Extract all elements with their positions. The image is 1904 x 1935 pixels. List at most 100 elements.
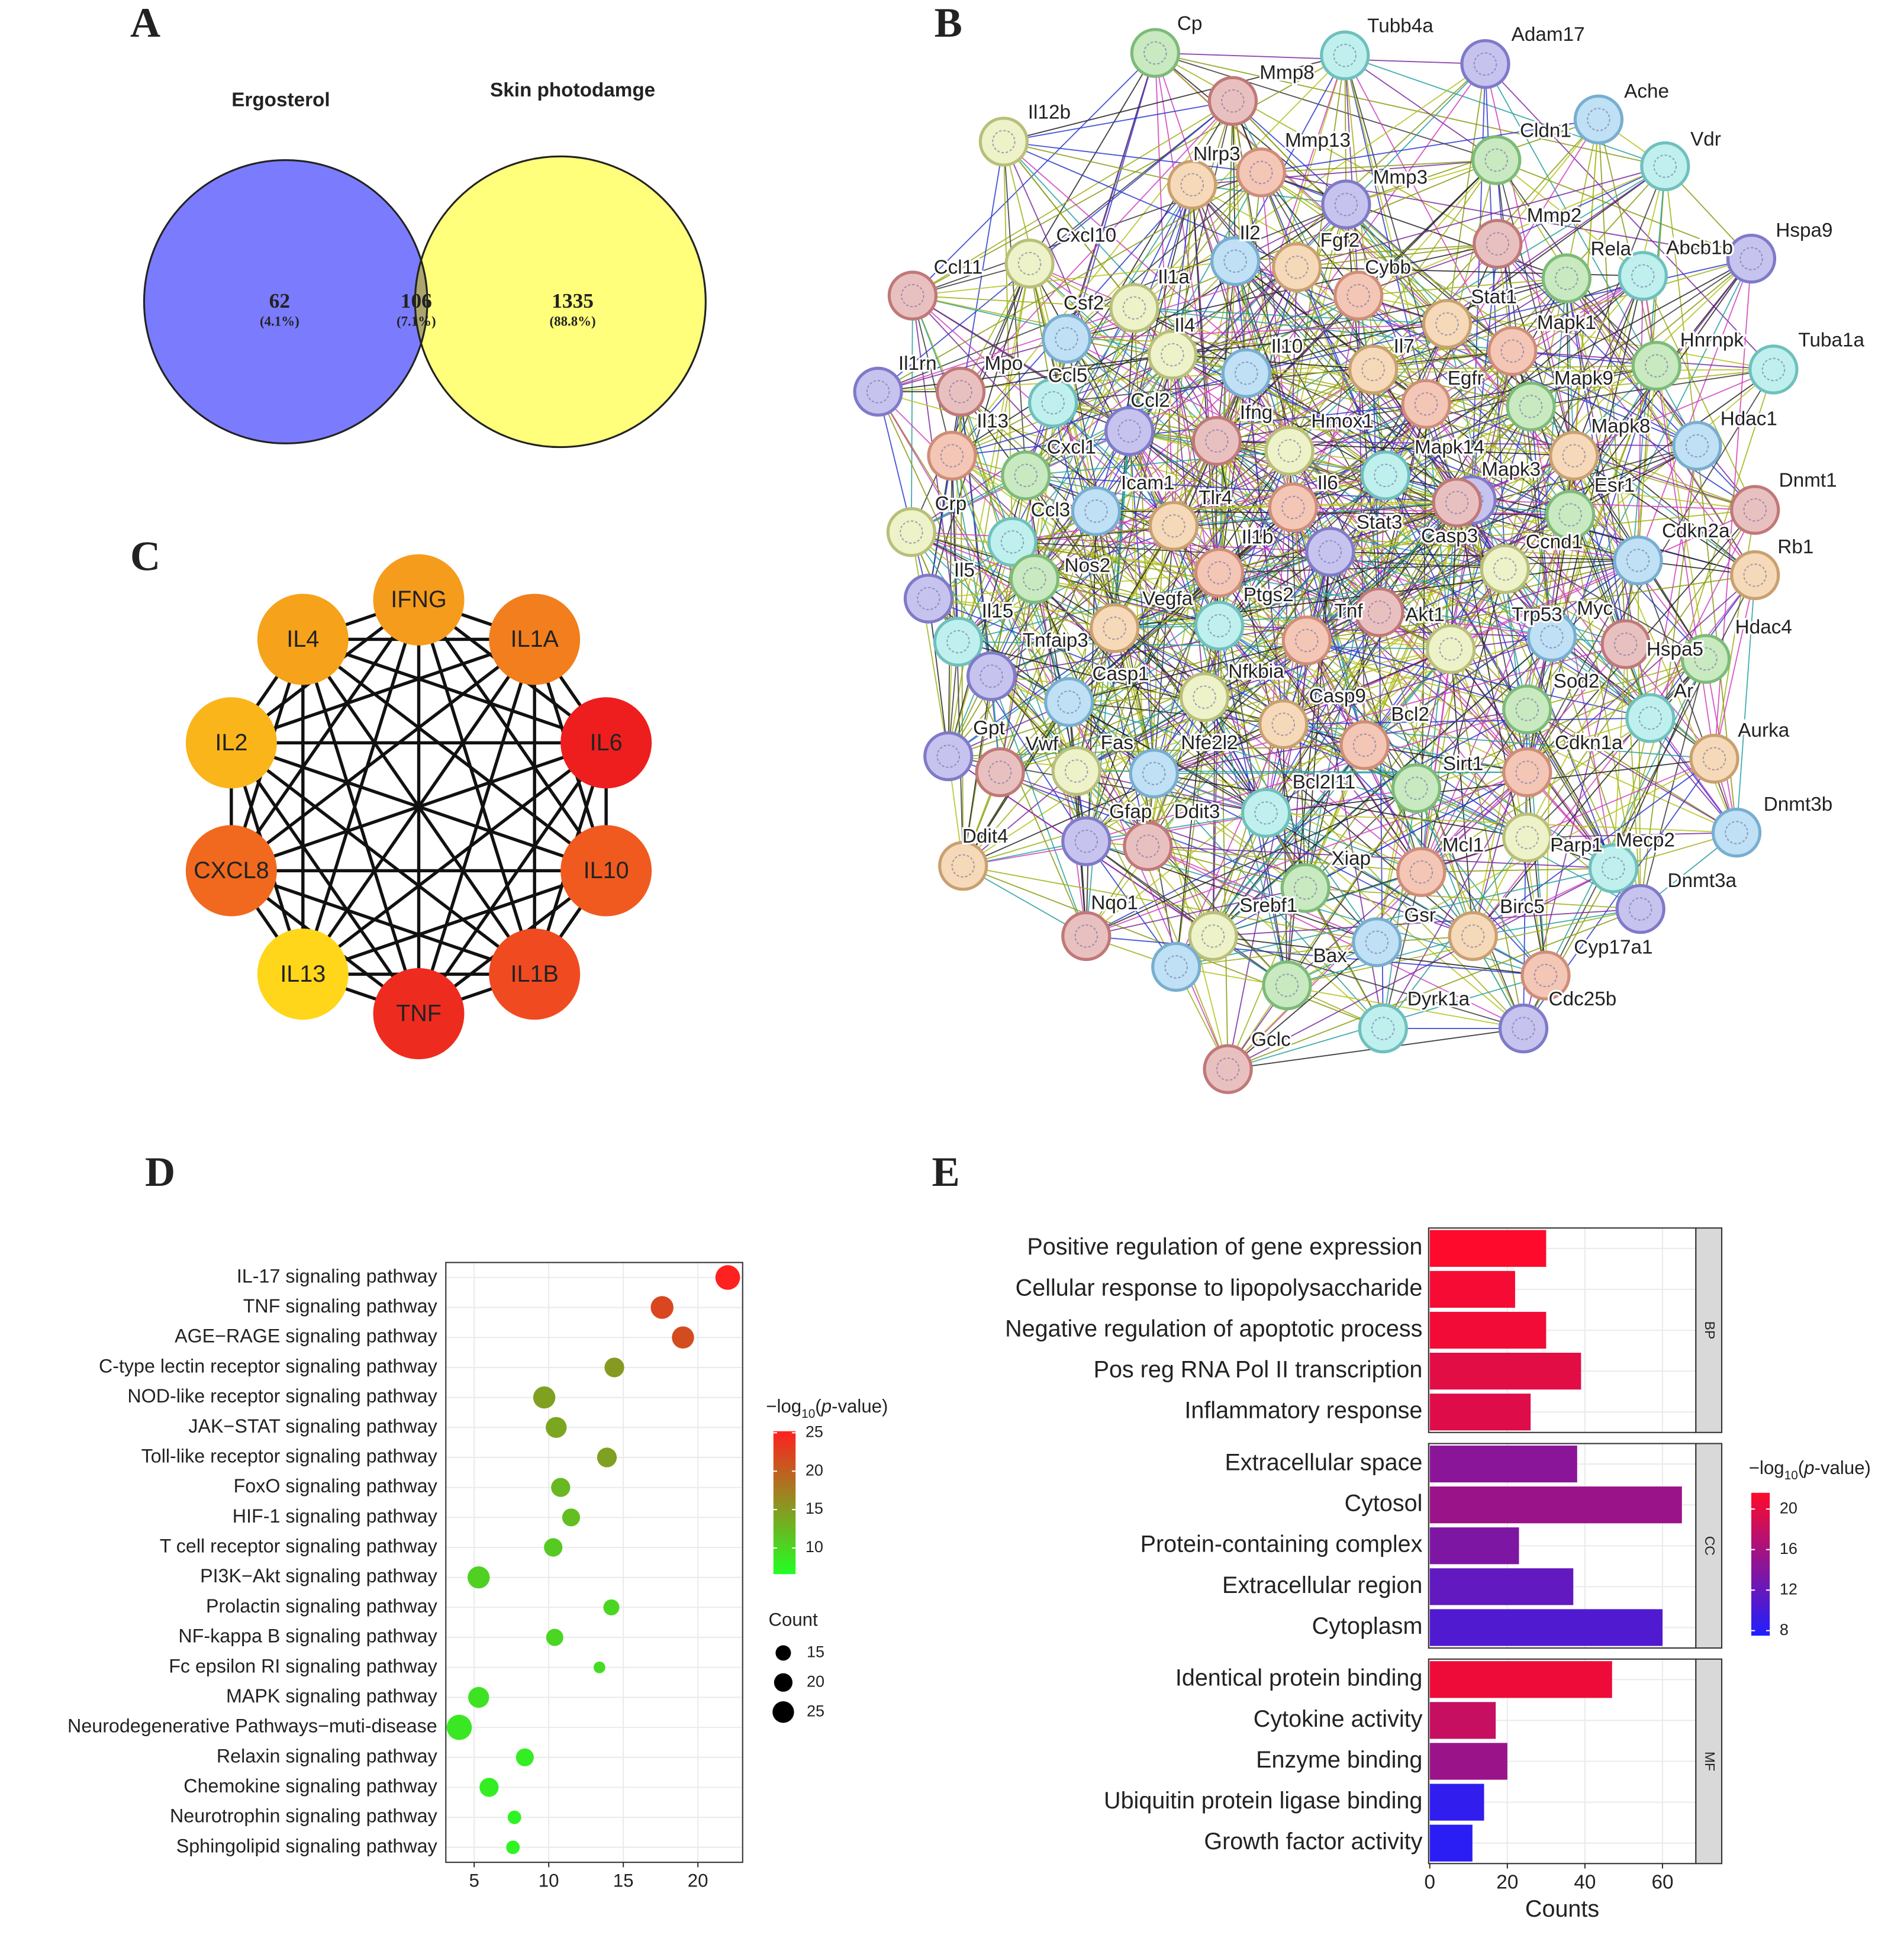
node-structure xyxy=(1216,1057,1240,1081)
category-label: Cytosol xyxy=(1345,1491,1423,1517)
node-structure xyxy=(1515,760,1539,784)
node-structure xyxy=(1164,955,1188,979)
edge xyxy=(911,531,1205,698)
category-label: NOD-like receptor signaling pathway xyxy=(127,1385,437,1407)
category-label: Cellular response to lipopolysaccharide xyxy=(1016,1275,1423,1301)
strip-label: CC xyxy=(1702,1536,1718,1556)
edge xyxy=(1213,772,1528,937)
dot xyxy=(446,1714,472,1740)
node-label: Egfr xyxy=(1448,367,1484,389)
node-label: Vegfa xyxy=(1142,588,1193,609)
edge xyxy=(962,511,1097,866)
edge xyxy=(1526,560,1639,773)
edge xyxy=(1085,450,1290,842)
edge xyxy=(1176,966,1524,1029)
dot xyxy=(506,1840,520,1855)
category-label: FoxO signaling pathway xyxy=(234,1475,438,1497)
edge xyxy=(230,599,420,872)
node xyxy=(978,117,1029,167)
edge xyxy=(1086,709,1528,842)
node xyxy=(1264,425,1315,476)
edge xyxy=(230,637,536,744)
edge xyxy=(1364,455,1575,746)
category-label: Toll-like receptor signaling pathway xyxy=(141,1445,438,1466)
node-structure xyxy=(900,520,923,544)
edge xyxy=(230,741,420,1015)
node-label: Cybb xyxy=(1365,257,1411,279)
node xyxy=(1615,883,1665,934)
node-structure xyxy=(1743,563,1767,587)
edge xyxy=(910,532,949,757)
edge xyxy=(1172,354,1386,476)
bar xyxy=(1429,1311,1547,1349)
node xyxy=(489,594,581,685)
edge xyxy=(1296,166,1665,268)
node-structure xyxy=(1702,747,1726,770)
edge xyxy=(1373,369,1531,407)
strip-label: BP xyxy=(1702,1321,1718,1340)
node xyxy=(1426,624,1476,675)
edge xyxy=(1034,578,1451,650)
size-key-label: 25 xyxy=(807,1702,824,1720)
node xyxy=(1360,450,1411,501)
node-structure xyxy=(1613,632,1638,656)
node-structure xyxy=(1739,247,1763,270)
node xyxy=(1194,547,1245,598)
node-label: Nlrp3 xyxy=(1193,143,1241,165)
node-structure xyxy=(1055,327,1078,351)
node-structure xyxy=(1562,444,1586,467)
edge xyxy=(1382,872,1422,1029)
node-structure xyxy=(1533,963,1558,988)
node xyxy=(1618,251,1668,301)
edge xyxy=(1085,709,1528,937)
node-label: Parp1 xyxy=(1550,834,1603,856)
category-label: Extracellular region xyxy=(1222,1572,1422,1598)
node xyxy=(1281,615,1332,666)
edge xyxy=(1530,258,1752,407)
edge xyxy=(1053,350,1513,404)
category-label: AGE−RAGE signaling pathway xyxy=(175,1326,437,1347)
node-structure xyxy=(1207,614,1231,638)
edge xyxy=(962,640,1307,867)
node xyxy=(887,270,938,321)
edge xyxy=(1085,788,1417,937)
node-label: Gclc xyxy=(1251,1029,1291,1051)
edge xyxy=(1148,846,1613,869)
node xyxy=(1348,344,1399,395)
edge xyxy=(1471,499,1755,576)
bar xyxy=(1429,1527,1519,1565)
edge xyxy=(1527,658,1706,710)
edge xyxy=(1471,499,1651,719)
node-structure xyxy=(946,630,970,654)
edge xyxy=(1496,159,1752,259)
node-label: Fas xyxy=(1101,732,1133,754)
edge xyxy=(1173,278,1567,527)
node-label: Mmp2 xyxy=(1527,205,1581,227)
edge xyxy=(1329,275,1644,553)
edge xyxy=(911,354,1173,533)
bar xyxy=(1429,1743,1507,1780)
edge xyxy=(1172,323,1448,356)
node-structure xyxy=(1484,148,1509,172)
color-tick-label: 12 xyxy=(1780,1580,1797,1598)
node-label: Il7 xyxy=(1394,336,1415,357)
node xyxy=(1432,478,1482,528)
node-structure xyxy=(936,744,961,768)
node xyxy=(1358,1003,1408,1054)
edge xyxy=(1260,172,1386,476)
node-structure xyxy=(1142,762,1166,785)
edge xyxy=(958,551,1330,643)
node-label: Bax xyxy=(1313,945,1348,967)
node-label: Hspa9 xyxy=(1776,220,1832,241)
edge xyxy=(948,640,1307,757)
node xyxy=(1726,233,1777,284)
edge xyxy=(912,295,1135,309)
edge xyxy=(877,391,1149,847)
edge xyxy=(911,531,1220,627)
node-label: Mapk9 xyxy=(1554,367,1613,389)
bar xyxy=(1429,1702,1496,1739)
node-structure xyxy=(1161,343,1184,367)
category-label: HIF-1 signaling pathway xyxy=(233,1505,438,1527)
edge xyxy=(1129,204,1347,432)
edge xyxy=(963,865,1377,943)
